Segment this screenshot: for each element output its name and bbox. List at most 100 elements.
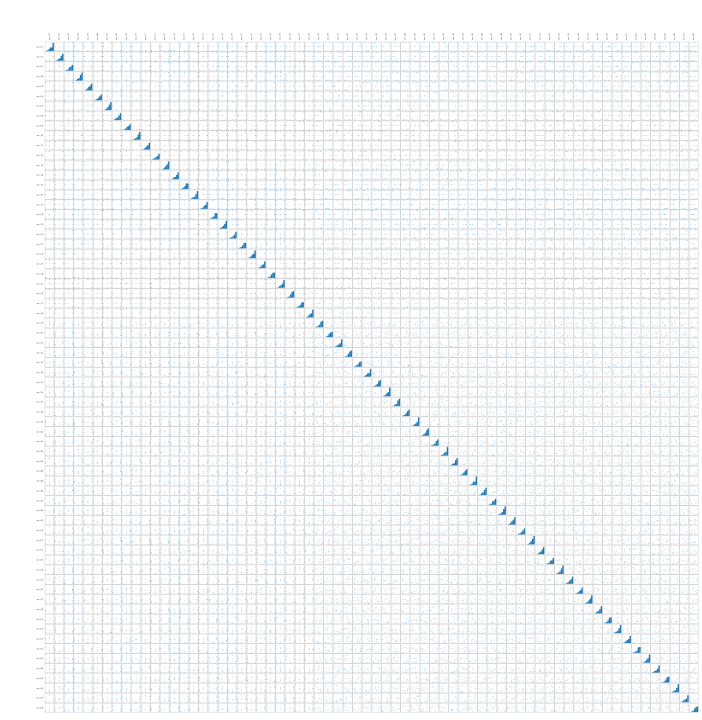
scatter-point: [559, 50, 560, 51]
scatter-point: [469, 66, 470, 67]
scatter-point: [360, 42, 361, 43]
scatter-point: [511, 70, 512, 71]
scatter-point: [107, 62, 108, 63]
scatter-point: [509, 46, 510, 47]
scatter-point: [97, 76, 98, 77]
scatter-point: [418, 60, 419, 61]
scatter-point: [629, 42, 630, 43]
scatter-point: [547, 60, 548, 61]
scatter-point: [203, 66, 204, 67]
scatter-point: [547, 50, 548, 51]
scatter-point: [390, 56, 391, 57]
scatter-point: [117, 76, 118, 77]
scatter-point: [228, 76, 229, 77]
scatter-point: [331, 66, 332, 67]
scatter-point: [151, 46, 152, 47]
scatter-point: [452, 42, 453, 43]
scatter-point: [257, 56, 258, 57]
scatter-point: [546, 70, 547, 71]
scatter-point: [270, 50, 271, 51]
scatter-point: [466, 62, 467, 63]
scatter-point: [101, 46, 102, 47]
scatter-point: [286, 52, 287, 53]
scatter-point: [366, 52, 367, 53]
scatter-point: [438, 42, 439, 43]
scatter-point: [328, 56, 329, 57]
scatter-point: [74, 42, 75, 43]
scatter-point: [197, 62, 198, 63]
scatter-point: [290, 66, 291, 67]
scatter-point: [276, 60, 277, 61]
scatter-point: [592, 66, 593, 67]
scatter-point: [117, 60, 118, 61]
scatter-point: [513, 50, 514, 51]
scatter-point: [321, 66, 322, 67]
scatter-point: [313, 70, 314, 71]
scatter-point: [238, 76, 239, 77]
scatter-point: [209, 50, 210, 51]
scatter-point: [693, 56, 694, 57]
scatter-point: [541, 56, 542, 57]
scatter-point: [82, 66, 83, 67]
scatter-point: [117, 66, 118, 67]
scatter-point: [305, 60, 306, 61]
scatter-point: [113, 50, 114, 51]
scatter-point: [193, 60, 194, 61]
scatter-point: [633, 46, 634, 47]
scatter-point: [562, 62, 563, 63]
scatter-point: [161, 50, 162, 51]
scatter-point: [423, 46, 424, 47]
scatter-point: [319, 50, 320, 51]
scatter-point: [334, 46, 335, 47]
scatter-point: [413, 60, 414, 61]
scatter-point: [572, 42, 573, 43]
scatter-point: [636, 46, 637, 47]
scatter-point: [155, 70, 156, 71]
scatter-point: [548, 60, 549, 61]
scatter-point: [638, 62, 639, 63]
scatter-point: [360, 42, 361, 43]
scatter-point: [626, 42, 627, 43]
scatter-point: [686, 56, 687, 57]
scatter-point: [245, 76, 246, 77]
scatter-point: [203, 62, 204, 63]
scatter-point: [84, 80, 85, 81]
scatter-point: [396, 62, 397, 63]
scatter-point: [490, 46, 491, 47]
scatter-point: [348, 52, 349, 53]
scatter-point: [405, 60, 406, 61]
scatter-point: [53, 76, 54, 77]
scatter-point: [396, 60, 397, 61]
scatter-point: [309, 50, 310, 51]
scatter-point: [495, 56, 496, 57]
scatter-point: [527, 62, 528, 63]
scatter-point: [232, 72, 233, 73]
scatter-point: [335, 66, 336, 67]
scatter-point: [222, 52, 223, 53]
scatter-point: [614, 66, 615, 67]
scatter-point: [388, 42, 389, 43]
scatter-point: [611, 56, 612, 57]
scatter-point: [663, 52, 664, 53]
scatter-point: [232, 52, 233, 53]
scatter-point: [68, 42, 69, 43]
scatter-point: [623, 46, 624, 47]
scatter-point: [320, 46, 321, 47]
scatter-point: [542, 52, 543, 53]
scatter-point: [247, 80, 248, 81]
scatter-point: [367, 62, 368, 63]
scatter-point: [540, 50, 541, 51]
scatter-point: [397, 70, 398, 71]
scatter-point: [508, 50, 509, 51]
scatter-point: [251, 42, 252, 43]
scatter-point: [190, 80, 191, 81]
scatter-point: [299, 66, 300, 67]
scatter-point: [647, 50, 648, 51]
scatter-point: [236, 56, 237, 57]
scatter-point: [280, 66, 281, 67]
scatter-point: [551, 62, 552, 63]
scatter-point: [290, 62, 291, 63]
scatter-point: [318, 70, 319, 71]
scatter-point: [417, 70, 418, 71]
scatter-point: [421, 70, 422, 71]
